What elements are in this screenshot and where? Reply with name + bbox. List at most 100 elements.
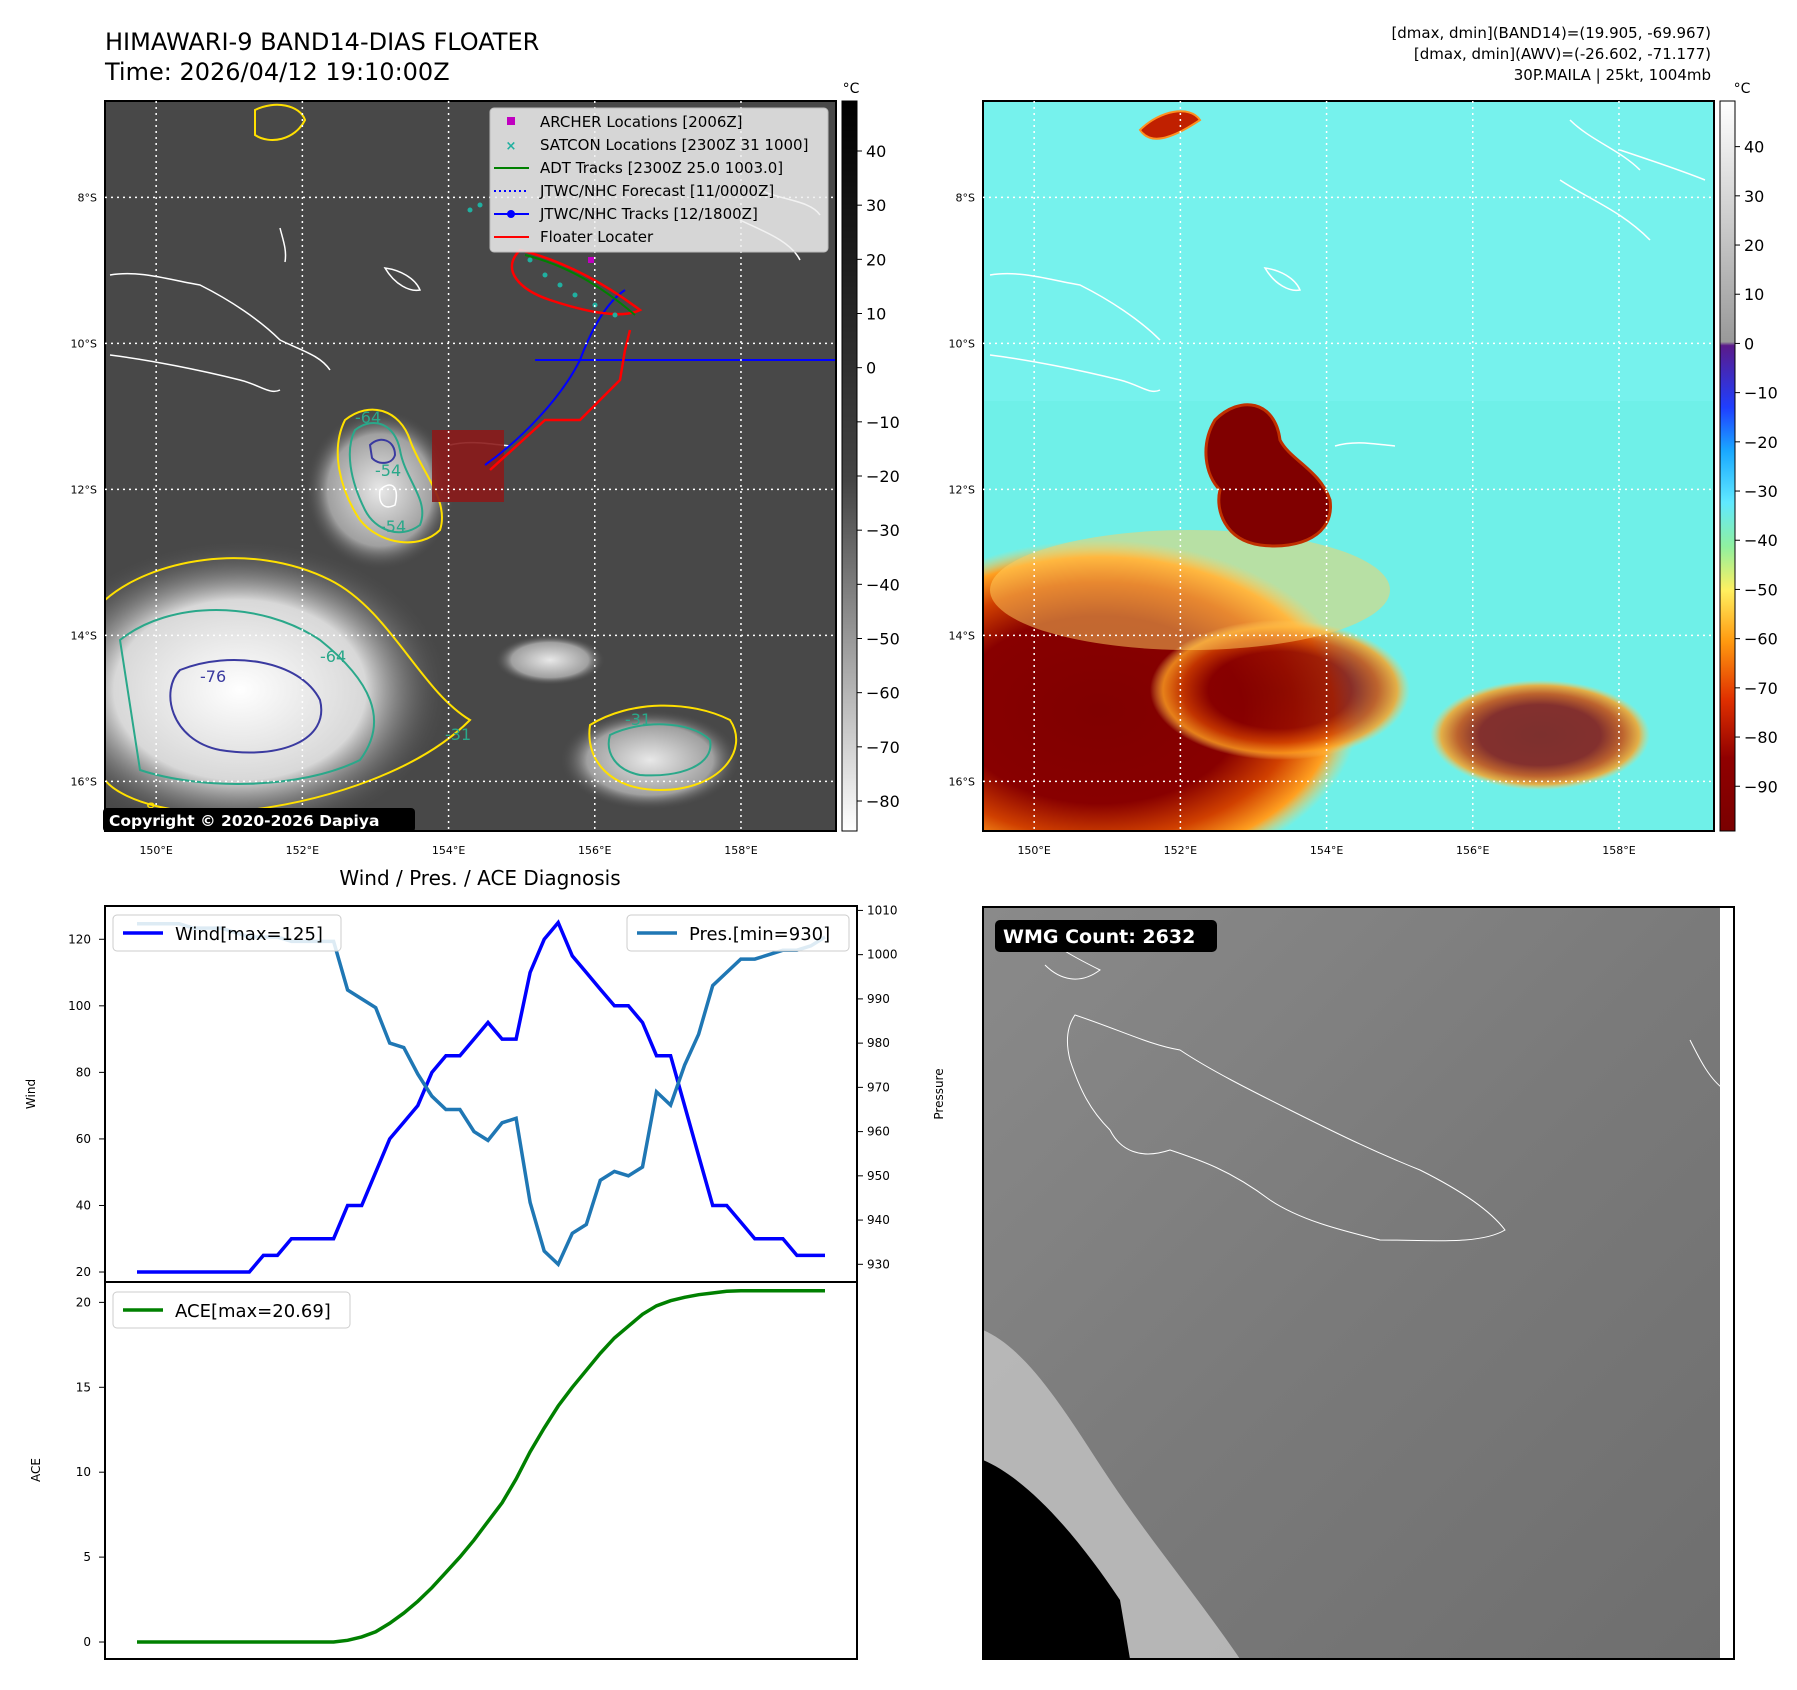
contour-label: -64 bbox=[320, 647, 346, 666]
ir-lat-tick-label: 10°S bbox=[71, 337, 97, 350]
ace-axis-label: ACE bbox=[29, 1458, 43, 1482]
pressure-axis-tick-label: 930 bbox=[867, 1257, 890, 1271]
copyright-badge bbox=[103, 808, 415, 832]
ir-lon-tick-label: 154°E bbox=[432, 844, 465, 857]
coastline-island-d bbox=[378, 484, 397, 508]
copyright-text: Copyright © 2020-2026 Dapiya bbox=[109, 812, 379, 830]
contour-label: -64 bbox=[355, 408, 381, 427]
wv-lat-tick-label: 16°S bbox=[949, 775, 975, 788]
legend-swatch-x: × bbox=[506, 139, 517, 154]
ir-lat-tick-label: 16°S bbox=[71, 775, 97, 788]
colorbar-tick-label: −50 bbox=[1744, 580, 1778, 599]
ir-legend-label: Floater Locater bbox=[540, 228, 654, 246]
ace-legend: ACE[max=20.69] bbox=[112, 1291, 351, 1329]
wv-lat-labels: 8°S 10°S 12°S 14°S 16°S bbox=[949, 191, 975, 788]
coastline-island-a bbox=[383, 267, 422, 292]
wv-cold-region-east bbox=[1150, 620, 1410, 760]
adt-track bbox=[524, 254, 636, 316]
pressure-axis-tick-label: 940 bbox=[867, 1213, 890, 1227]
ace-axis-tick-label: 5 bbox=[83, 1550, 91, 1564]
contour-label: -76 bbox=[200, 667, 226, 686]
pressure-axis-label: Pressure bbox=[932, 1068, 946, 1119]
ir-legend-item: ARCHER Locations [2006Z] bbox=[507, 113, 743, 131]
wv-cold-spot-north bbox=[1138, 110, 1202, 140]
ace-chart-frame bbox=[104, 1281, 858, 1660]
colorbar-tick-label: −40 bbox=[1744, 531, 1778, 550]
ir-colorbar: °C 40 30 20 10 0 −10 −20 −30 −40 −50 −60 −70 −80 bbox=[841, 81, 900, 832]
ir-lat-tick-label: 8°S bbox=[78, 191, 97, 204]
colorbar-tick-label: 30 bbox=[866, 196, 886, 215]
contour-yellow-southeast bbox=[588, 704, 738, 792]
wv-map-frame bbox=[982, 100, 1715, 832]
ace-chart: 0 5 10 15 20 ACE ACE[max=20.69] bbox=[29, 1281, 858, 1660]
satcon-markers bbox=[467, 202, 618, 318]
wv-coastline-solomons bbox=[1559, 119, 1706, 241]
ir-lat-labels: 8°S 10°S 12°S 14°S 16°S bbox=[71, 191, 97, 788]
colorbar-tick-label: −30 bbox=[1744, 482, 1778, 501]
colorbar-tick-label: −60 bbox=[866, 684, 900, 703]
wv-lon-tick-label: 152°E bbox=[1164, 844, 1197, 857]
wind-legend: Wind[max=125] bbox=[112, 914, 342, 952]
contour-label: -54 bbox=[375, 461, 401, 480]
wind-axis-tick-label: 120 bbox=[68, 932, 91, 946]
floater-locater-loop bbox=[510, 248, 643, 316]
wv-coastline-new-britain bbox=[989, 272, 1161, 392]
pressure-axis-tick-label: 950 bbox=[867, 1169, 890, 1183]
wmg-coastline-east bbox=[1689, 1039, 1726, 1091]
colorbar-tick-label: −80 bbox=[866, 792, 900, 811]
wmg-count-text: WMG Count: 2632 bbox=[1003, 926, 1195, 948]
pressure-legend: Pres.[min=930] bbox=[626, 914, 850, 952]
wv-map-panel: 8°S 10°S 12°S 14°S 16°S 150°E 152°E 154°E 156°E… bbox=[949, 100, 1715, 857]
colorbar-tick-label: −50 bbox=[866, 629, 900, 648]
legend-swatch-dot bbox=[507, 210, 515, 218]
colorbar-tick-label: −40 bbox=[866, 575, 900, 594]
colorbar-tick-label: 40 bbox=[866, 142, 886, 161]
ir-legend-item: ADT Tracks [2300Z 25.0 1003.0] bbox=[494, 159, 783, 177]
ir-lon-tick-label: 152°E bbox=[286, 844, 319, 857]
ir-lon-tick-label: 156°E bbox=[578, 844, 611, 857]
colorbar-tick-label: −80 bbox=[1744, 728, 1778, 747]
colorbar-tick-label: 30 bbox=[1744, 187, 1764, 206]
ir-legend-item: × SATCON Locations [2300Z 31 1000] bbox=[506, 136, 809, 154]
wv-lon-tick-label: 154°E bbox=[1310, 844, 1343, 857]
archer-marker bbox=[588, 257, 594, 263]
wv-northern-band bbox=[983, 101, 1714, 401]
legend-swatch-square bbox=[507, 117, 515, 125]
diagnosis-title: Wind / Pres. / ACE Diagnosis bbox=[339, 866, 620, 890]
wv-lat-tick-label: 8°S bbox=[956, 191, 975, 204]
wind-pressure-chart: 20 40 60 80 100 120 930 940 950 960 970 980 990 1000… bbox=[24, 903, 946, 1283]
pressure-axis-tick-label: 980 bbox=[867, 1036, 890, 1050]
wmg-frame bbox=[982, 906, 1735, 1660]
colorbar-tick-label: −90 bbox=[1744, 777, 1778, 796]
colorbar-tick-label: −20 bbox=[1744, 433, 1778, 452]
contour-indigo-large bbox=[169, 659, 323, 754]
stats-awv: [dmax, dmin](AWV)=(-26.602, -71.177) bbox=[1414, 45, 1711, 63]
pressure-axis-tick-label: 1000 bbox=[867, 948, 898, 962]
ir-lat-tick-label: 12°S bbox=[71, 483, 97, 496]
ir-legend-label: JTWC/NHC Forecast [11/0000Z] bbox=[539, 182, 774, 200]
ace-axis-tick-label: 0 bbox=[83, 1635, 91, 1649]
colorbar-tick-label: 20 bbox=[866, 250, 886, 269]
ace-legend-label: ACE[max=20.69] bbox=[175, 1301, 331, 1322]
ir-lon-labels: 150°E 152°E 154°E 156°E 158°E bbox=[139, 844, 757, 857]
ace-series-line bbox=[137, 1288, 825, 1644]
coastline-new-britain bbox=[109, 272, 331, 392]
ir-legend-item: Floater Locater bbox=[494, 228, 654, 246]
colorbar-tick-label: 10 bbox=[1744, 285, 1764, 304]
wv-colorbar-unit: °C bbox=[1734, 81, 1751, 97]
wind-legend-label: Wind[max=125] bbox=[175, 924, 323, 945]
ir-legend-label: ARCHER Locations [2006Z] bbox=[540, 113, 743, 131]
contour-indigo-storm bbox=[368, 438, 397, 464]
wmg-coastline-island bbox=[1067, 1014, 1506, 1242]
wind-axis-tick-label: 40 bbox=[76, 1198, 91, 1212]
ir-legend-label: JTWC/NHC Tracks [12/1800Z] bbox=[539, 205, 758, 223]
ir-lat-tick-label: 14°S bbox=[71, 629, 97, 642]
colorbar-tick-label: 10 bbox=[866, 305, 886, 324]
contour-yellow-north bbox=[254, 103, 307, 141]
contour-label: -54 bbox=[380, 517, 406, 536]
colorbar-tick-label: 0 bbox=[1744, 334, 1754, 353]
colorbar-tick-label: −70 bbox=[866, 738, 900, 757]
ace-axis-tick-label: 20 bbox=[76, 1295, 91, 1309]
colorbar-tick-label: −10 bbox=[866, 413, 900, 432]
